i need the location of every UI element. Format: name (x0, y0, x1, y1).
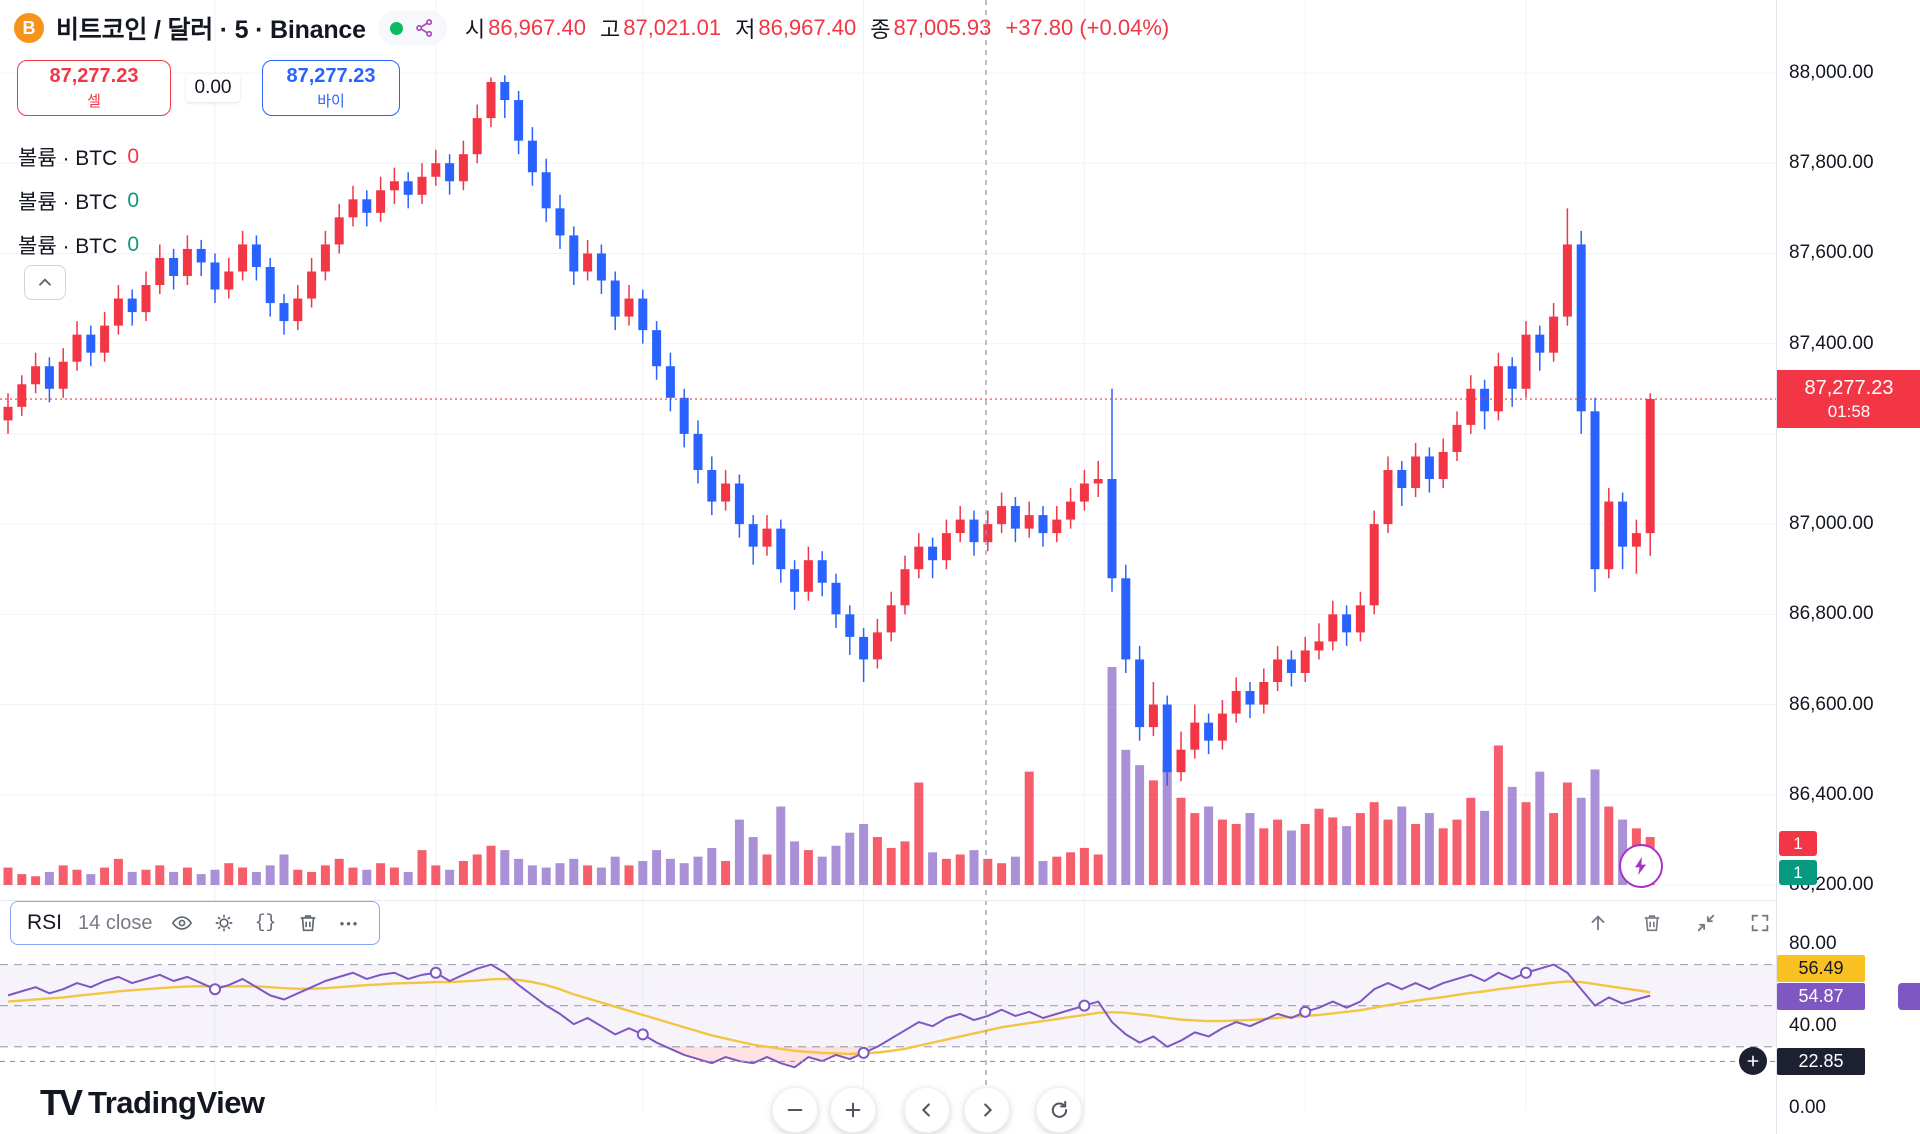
high-label: 고 (599, 17, 621, 42)
plus-icon (845, 1102, 861, 1118)
maximize-icon (1751, 914, 1769, 932)
low-value: 86,967.40 (758, 15, 857, 40)
collapse-icon (1697, 914, 1715, 932)
trash-icon (1644, 915, 1660, 932)
arrow-up-icon (1591, 915, 1605, 931)
open-value: 86,967.40 (488, 15, 586, 40)
price-scale[interactable]: 87,277.23 01:58 1 1 56.49 54.87 22.85 88… (1776, 0, 1920, 1134)
move-pane-up-button[interactable] (1578, 903, 1618, 943)
buy-button[interactable]: 87,277.23 바이 (262, 60, 400, 116)
price-scale-label: 87,000.00 (1789, 513, 1874, 535)
price-scale-label: 86,600.00 (1789, 693, 1874, 715)
bar-countdown: 01:58 (1827, 401, 1871, 421)
collapse-pane-button[interactable] (1686, 903, 1726, 943)
chevron-left-icon (921, 1103, 930, 1117)
indicator-legend: 볼륨 · BTC 0 볼륨 · BTC 0 볼륨 · BTC 0 (18, 135, 139, 267)
legend-value: 0 (127, 233, 139, 256)
rsi-pane-toolbar: RSI 14 close {} ••• (10, 901, 380, 945)
price-scale-label: 86,400.00 (1789, 783, 1874, 805)
tradingview-logo-text: TradingView (88, 1085, 265, 1120)
scroll-left-button[interactable] (904, 1087, 950, 1133)
market-status-pill[interactable] (377, 11, 447, 45)
legend-label: 볼륨 · BTC (18, 191, 118, 214)
buy-label: 바이 (317, 93, 345, 110)
legend-value: 0 (127, 189, 139, 212)
spread-value: 0.00 (186, 74, 240, 102)
low-label: 저 (735, 17, 756, 42)
rsi-title[interactable]: RSI (27, 911, 63, 934)
price-scale-label: 86,800.00 (1789, 603, 1874, 625)
source-code-icon[interactable]: {} (254, 913, 277, 933)
price-scale-label: 88,000.00 (1789, 62, 1874, 83)
price-scale-label: 87,400.00 (1789, 332, 1874, 354)
chevron-up-icon (39, 277, 51, 286)
current-price-badge: 87,277.23 01:58 (1777, 370, 1920, 429)
change-value: +37.80 (+0.04%) (1005, 15, 1170, 40)
high-value: 87,021.01 (623, 15, 722, 40)
price-scale-label: 87,800.00 (1789, 152, 1874, 174)
legend-collapse-button[interactable] (24, 265, 66, 300)
open-label: 시 (464, 17, 486, 42)
share-icon[interactable] (415, 18, 435, 38)
rsi-value-badge: 54.87 (1777, 982, 1865, 1010)
rsi-crosshair-badge: 22.85 (1777, 1048, 1865, 1076)
buy-price: 87,277.23 (286, 65, 376, 87)
zoom-in-button[interactable] (830, 1087, 876, 1133)
reset-view-button[interactable] (1036, 1087, 1082, 1133)
rsi-scale-label: 0.00 (1789, 1097, 1826, 1119)
legend-label: 볼륨 · BTC (18, 147, 118, 170)
rsi-params[interactable]: 14 close (78, 911, 153, 934)
tradingview-logo[interactable]: TV TradingView (40, 1082, 265, 1124)
chart-header: B 비트코인 / 달러 · 5 · Binance 시 86,967.40 고 87… (14, 8, 1169, 48)
eye-icon[interactable] (169, 910, 195, 936)
scroll-right-button[interactable] (964, 1087, 1010, 1133)
close-label: 종 (870, 17, 891, 42)
bitcoin-icon: B (14, 13, 44, 43)
pane-divider[interactable] (0, 900, 1920, 901)
tradingview-logo-mark: TV (40, 1082, 83, 1123)
legend-row-volume-2[interactable]: 볼륨 · BTC 0 (18, 179, 139, 223)
legend-row-volume-1[interactable]: 볼륨 · BTC 0 (18, 135, 139, 179)
reset-icon (1051, 1100, 1068, 1118)
rsi-pane-buttons (1578, 903, 1780, 943)
maximize-pane-button[interactable] (1740, 903, 1780, 943)
close-value: 87,005.93 (893, 15, 992, 40)
trash-icon[interactable] (295, 910, 321, 936)
volume-badge-sell: 1 (1779, 831, 1817, 856)
current-price: 87,277.23 (1804, 376, 1894, 399)
rsi-scale-label: 80.00 (1789, 933, 1837, 954)
sell-label: 셀 (87, 93, 101, 110)
sell-button[interactable]: 87,277.23 셀 (17, 60, 171, 116)
legend-value: 0 (127, 145, 139, 168)
ohlc-readout: 시 86,967.40 고 87,021.01 저 86,967.40 종 87,005… (465, 12, 1169, 44)
rsi-ma-value-badge: 56.49 (1777, 954, 1865, 982)
volume-badge-buy: 1 (1779, 860, 1817, 885)
price-scale-label: 87,600.00 (1789, 242, 1874, 264)
symbol-title[interactable]: 비트코인 / 달러 · 5 · Binance (56, 16, 366, 44)
rsi-scale-label: 40.00 (1789, 1015, 1837, 1037)
sell-price: 87,277.23 (49, 65, 139, 87)
add-alert-plus-icon[interactable] (1739, 1047, 1767, 1076)
more-options-icon[interactable]: ••• (339, 915, 360, 931)
zoom-out-button[interactable] (772, 1087, 818, 1133)
secondary-rsi-badge (1898, 982, 1920, 1010)
market-open-dot (389, 21, 403, 35)
legend-row-volume-3[interactable]: 볼륨 · BTC 0 (18, 223, 139, 267)
lightning-icon (1635, 856, 1647, 876)
settings-icon[interactable] (211, 910, 237, 936)
delete-pane-button[interactable] (1632, 903, 1672, 943)
lightning-trade-button[interactable] (1619, 844, 1663, 888)
minus-icon (787, 1108, 803, 1112)
legend-label: 볼륨 · BTC (18, 235, 118, 258)
chevron-right-icon (984, 1103, 993, 1117)
